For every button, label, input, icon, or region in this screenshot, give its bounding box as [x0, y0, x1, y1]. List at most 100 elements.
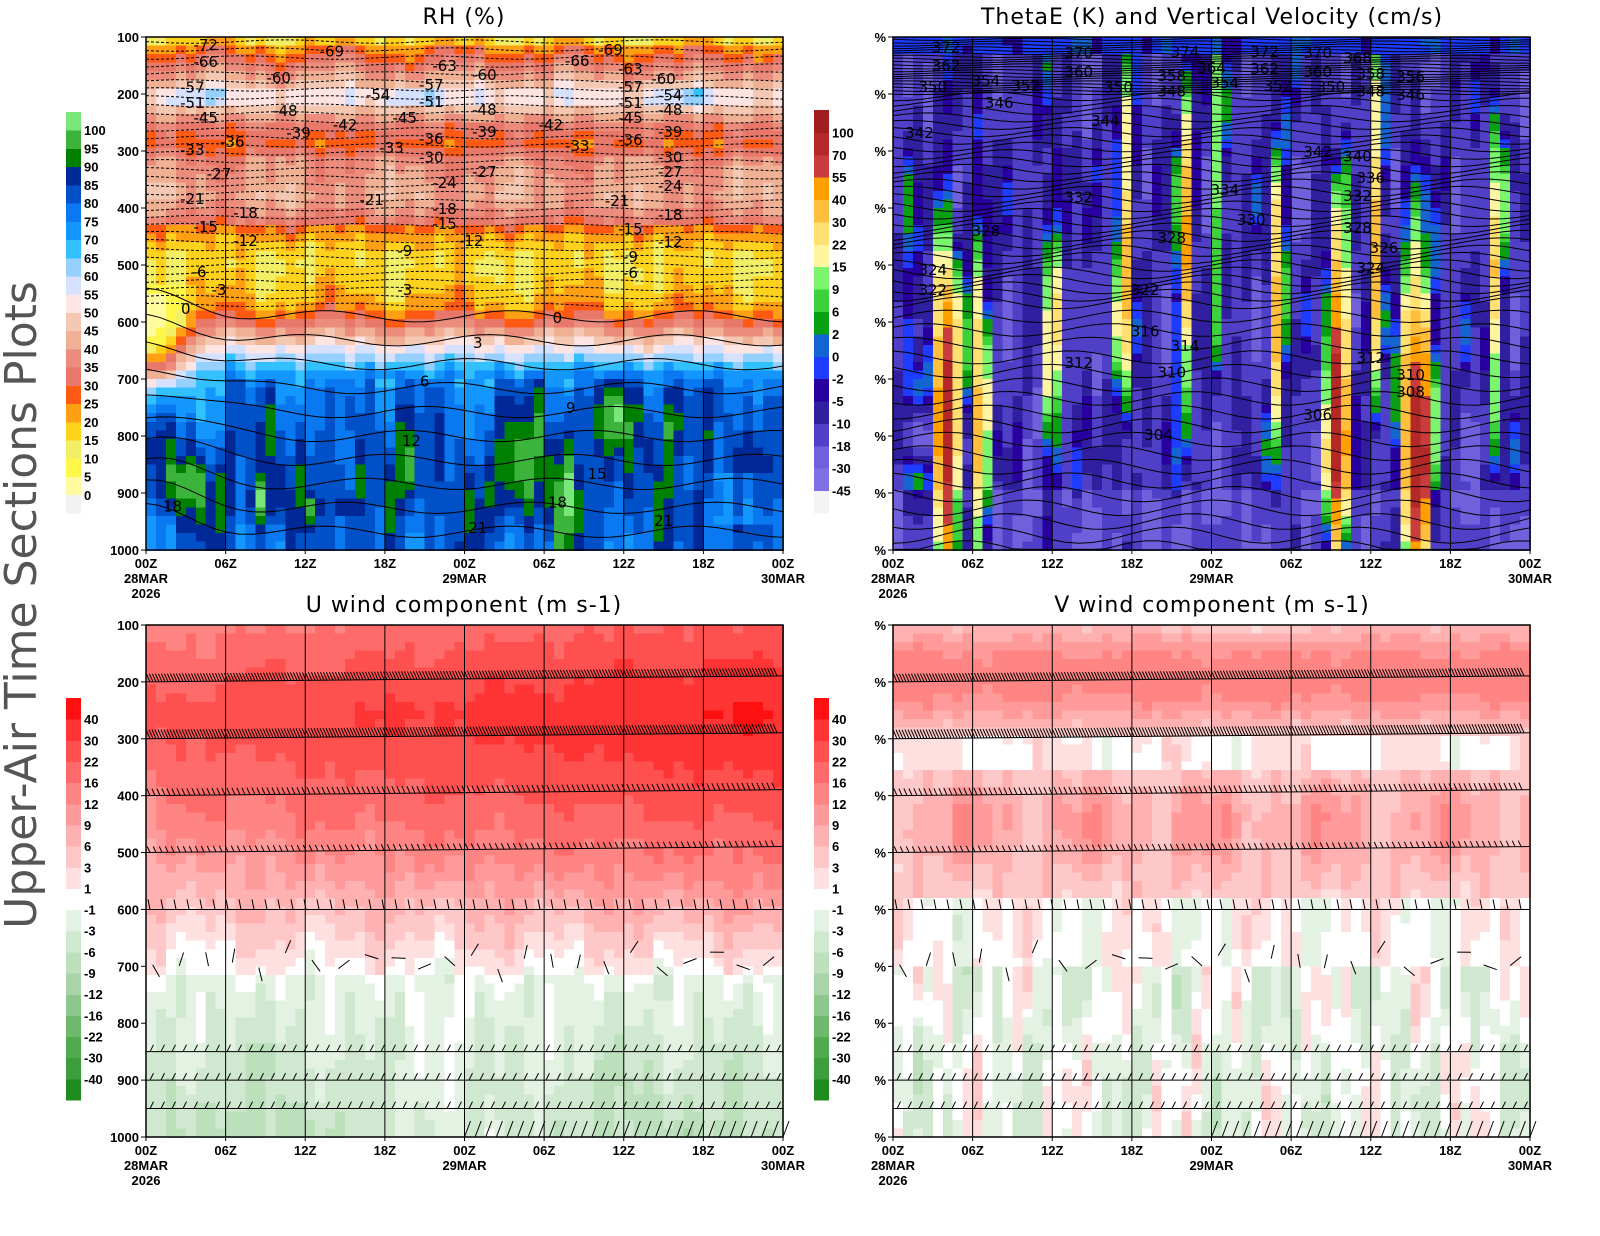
- contour-cell: [185, 54, 197, 64]
- contour-label: -42: [333, 116, 358, 134]
- contour-cell: [454, 344, 466, 355]
- contour-cell: [683, 208, 695, 218]
- contour-cell: [643, 45, 655, 55]
- contour-cell: [713, 148, 725, 158]
- contour-cell: [534, 148, 545, 158]
- contour-cell: [355, 524, 366, 534]
- contour-cell: [544, 421, 555, 432]
- contour-cell: [912, 541, 924, 551]
- contour-cell: [424, 284, 436, 295]
- contour-cell: [703, 515, 715, 526]
- contour-cell: [683, 284, 695, 295]
- contour-cell: [365, 498, 376, 509]
- contour-cell: [554, 173, 565, 184]
- contour-cell: [394, 62, 406, 73]
- contour-cell: [1042, 225, 1054, 235]
- contour-cell: [942, 319, 954, 329]
- contour-cell: [544, 344, 555, 355]
- contour-cell: [215, 336, 227, 346]
- contour-cell: [514, 139, 526, 149]
- contour-cell: [295, 131, 307, 141]
- contour-cell: [643, 156, 655, 167]
- contour-cell: [673, 122, 685, 132]
- contour-cell: [932, 293, 944, 303]
- contour-cell: [763, 532, 774, 543]
- contour-cell: [335, 250, 346, 261]
- contour-cell: [185, 293, 197, 303]
- contour-cell: [982, 250, 994, 261]
- contour-cell: [225, 62, 237, 73]
- contour-cell: [982, 225, 994, 235]
- contour-cell: [464, 276, 476, 286]
- contour-cell: [275, 156, 287, 167]
- contour-cell: [454, 173, 466, 184]
- contour-cell: [394, 507, 406, 517]
- contour-cell: [733, 541, 744, 551]
- contour-cell: [733, 430, 744, 440]
- colorbar-label: 40: [84, 342, 98, 357]
- contour-cell: [215, 165, 227, 175]
- contour-cell: [952, 71, 964, 81]
- contour-cell: [683, 532, 695, 543]
- contour-cell: [146, 438, 157, 449]
- contour-cell: [156, 524, 167, 534]
- contour-cell: [673, 259, 685, 269]
- contour-cell: [205, 190, 217, 201]
- contour-cell: [733, 96, 744, 107]
- contour-cell: [146, 250, 157, 261]
- x-tick-label: 06Z: [533, 556, 555, 571]
- contour-cell: [514, 327, 526, 338]
- contour-cell: [733, 190, 744, 201]
- contour-cell: [753, 481, 764, 491]
- contour-cell: [693, 361, 705, 372]
- contour-cell: [982, 173, 994, 184]
- contour-cell: [1012, 267, 1024, 278]
- contour-cell: [195, 88, 207, 98]
- contour-cell: [215, 302, 227, 312]
- contour-cell: [255, 62, 267, 73]
- contour-cell: [693, 507, 705, 517]
- contour-cell: [564, 233, 575, 244]
- contour-cell: [345, 353, 356, 363]
- contour-cell: [484, 353, 496, 363]
- contour-cell: [215, 396, 227, 406]
- contour-cell: [683, 293, 695, 303]
- contour-cell: [942, 208, 954, 218]
- contour-cell: [394, 284, 406, 295]
- contour-cell: [992, 45, 1004, 55]
- contour-cell: [175, 353, 187, 363]
- contour-cell: [703, 507, 715, 517]
- contour-cell: [325, 541, 336, 551]
- contour-cell: [185, 148, 197, 158]
- contour-cell: [1012, 490, 1024, 500]
- contour-cell: [743, 336, 754, 346]
- contour-cell: [384, 199, 396, 209]
- contour-label: -69: [320, 42, 345, 60]
- contour-cell: [275, 114, 287, 124]
- colorbar-label: 45: [84, 324, 98, 339]
- contour-cell: [424, 71, 436, 81]
- contour-cell: [374, 173, 386, 184]
- contour-cell: [733, 336, 744, 346]
- contour-cell: [235, 413, 247, 423]
- contour-cell: [185, 421, 197, 432]
- contour-cell: [345, 421, 356, 432]
- contour-cell: [315, 447, 326, 457]
- contour-cell: [713, 464, 725, 474]
- contour-cell: [1032, 353, 1044, 363]
- contour-cell: [723, 344, 735, 355]
- contour-cell: [315, 532, 326, 543]
- contour-cell: [384, 541, 396, 551]
- contour-cell: [464, 507, 476, 517]
- contour-cell: [245, 515, 257, 526]
- contour-cell: [653, 88, 665, 98]
- contour-cell: [753, 370, 764, 380]
- contour-cell: [753, 96, 764, 107]
- contour-cell: [972, 344, 984, 355]
- contour-cell: [733, 242, 744, 252]
- contour-cell: [534, 532, 545, 543]
- contour-cell: [952, 173, 964, 184]
- contour-cell: [952, 430, 964, 440]
- contour-cell: [464, 131, 476, 141]
- contour-cell: [335, 498, 346, 509]
